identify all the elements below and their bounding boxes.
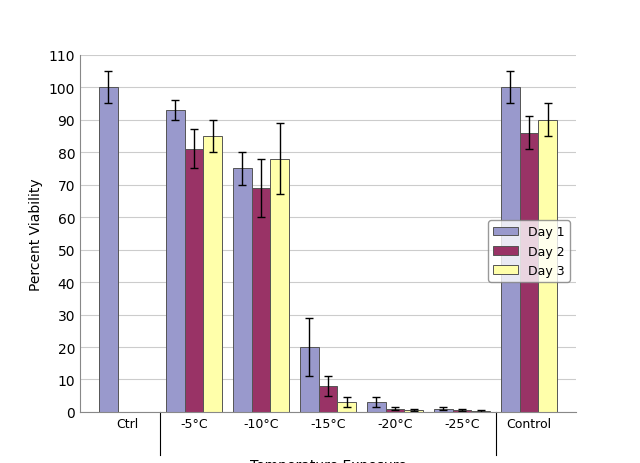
X-axis label: Temperature Exposure: Temperature Exposure bbox=[250, 457, 406, 463]
Bar bbox=[270, 159, 289, 412]
Bar bbox=[520, 133, 538, 412]
Bar bbox=[501, 88, 520, 412]
Bar bbox=[452, 411, 472, 412]
Bar bbox=[538, 120, 557, 412]
Bar bbox=[404, 411, 423, 412]
Bar bbox=[367, 402, 386, 412]
Bar bbox=[233, 169, 252, 412]
Bar bbox=[252, 188, 270, 412]
Y-axis label: Percent Viability: Percent Viability bbox=[29, 178, 43, 290]
Bar bbox=[166, 111, 184, 412]
Bar bbox=[434, 409, 452, 412]
Legend: Day 1, Day 2, Day 3: Day 1, Day 2, Day 3 bbox=[488, 221, 570, 282]
Bar bbox=[337, 402, 356, 412]
Bar bbox=[319, 386, 337, 412]
Bar bbox=[300, 347, 319, 412]
Bar bbox=[204, 137, 222, 412]
Bar bbox=[386, 409, 404, 412]
Bar bbox=[99, 88, 118, 412]
Bar bbox=[472, 411, 490, 412]
Bar bbox=[184, 150, 204, 412]
